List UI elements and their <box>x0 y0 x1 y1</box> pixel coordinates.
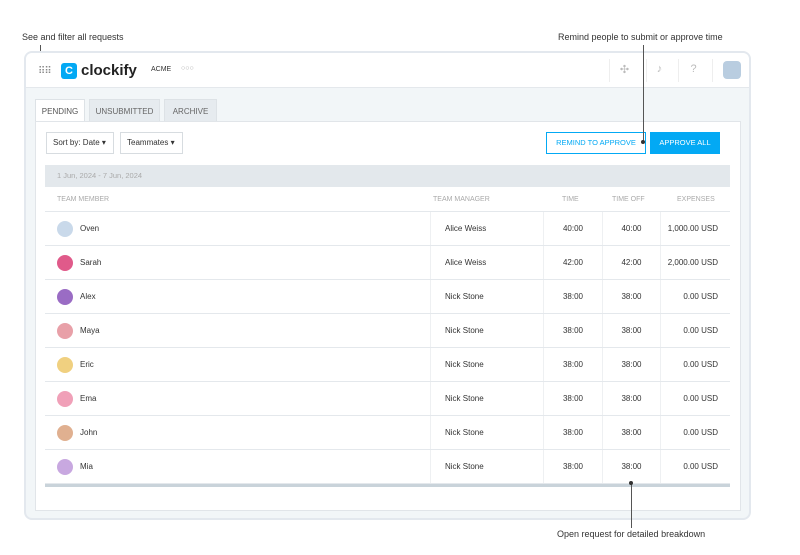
col-expenses: EXPENSES <box>677 195 715 203</box>
table-row[interactable]: Alex Nick Stone 38:00 38:00 0.00 USD <box>45 280 730 314</box>
time-off-cell: 38:00 <box>602 416 660 449</box>
more-icon[interactable]: ○○○ <box>181 65 194 72</box>
manager-cell: Alice Weiss <box>430 246 543 279</box>
bell-icon[interactable]: ♪ <box>656 63 663 75</box>
member-avatar <box>57 288 73 305</box>
teammates-dropdown[interactable]: Teammates ▾ <box>120 132 183 154</box>
expenses-cell: 0.00 USD <box>660 280 730 313</box>
expenses-cell: 0.00 USD <box>660 382 730 415</box>
member-avatar <box>57 390 73 407</box>
col-team-manager: TEAM MANAGER <box>433 195 490 203</box>
time-off-cell: 42:00 <box>602 246 660 279</box>
time-off-cell: 38:00 <box>602 450 660 483</box>
teammates-label: Teammates <box>127 138 169 147</box>
remind-to-approve-button[interactable]: REMIND TO APPROVE <box>546 132 646 154</box>
time-cell: 38:00 <box>543 280 602 313</box>
tab-unsubmitted[interactable]: UNSUBMITTED <box>89 99 160 122</box>
requests-panel: Sort by: Date ▾ Teammates ▾ REMIND TO AP… <box>35 121 741 511</box>
time-cell: 40:00 <box>543 212 602 245</box>
time-cell: 38:00 <box>543 314 602 347</box>
manager-cell: Nick Stone <box>430 314 543 347</box>
member-avatar <box>57 356 73 373</box>
col-time-off: TIME OFF <box>612 195 645 203</box>
table-row[interactable]: Maya Nick Stone 38:00 38:00 0.00 USD <box>45 314 730 348</box>
annotation-dot <box>629 481 633 485</box>
member-name: Eric <box>80 360 94 369</box>
member-name: Maya <box>80 326 100 335</box>
logo-text: clockify <box>81 62 137 79</box>
time-off-cell: 40:00 <box>602 212 660 245</box>
help-icon[interactable]: ? <box>690 63 697 75</box>
col-time: TIME <box>562 195 579 203</box>
expenses-cell: 0.00 USD <box>660 314 730 347</box>
annotation-line <box>631 483 632 528</box>
table-row[interactable]: Sarah Alice Weiss 42:00 42:00 2,000.00 U… <box>45 246 730 280</box>
manager-cell: Nick Stone <box>430 280 543 313</box>
approve-all-button[interactable]: APPROVE ALL <box>650 132 720 154</box>
member-name: Ema <box>80 394 97 403</box>
date-range: 1 Jun, 2024 - 7 Jun, 2024 <box>45 165 730 187</box>
expenses-cell: 1,000.00 USD <box>660 212 730 245</box>
requests-table: 1 Jun, 2024 - 7 Jun, 2024 TEAM MEMBER TE… <box>45 165 730 487</box>
member-avatar <box>57 220 73 237</box>
table-row[interactable]: Mia Nick Stone 38:00 38:00 0.00 USD <box>45 450 730 484</box>
expenses-cell: 0.00 USD <box>660 450 730 483</box>
table-row[interactable]: Ema Nick Stone 38:00 38:00 0.00 USD <box>45 382 730 416</box>
time-cell: 38:00 <box>543 450 602 483</box>
table-bottom-bar <box>45 484 730 487</box>
time-off-cell: 38:00 <box>602 280 660 313</box>
expenses-cell: 0.00 USD <box>660 416 730 449</box>
time-off-cell: 38:00 <box>602 348 660 381</box>
manager-cell: Alice Weiss <box>430 212 543 245</box>
annotation-remind: Remind people to submit or approve time <box>558 32 723 42</box>
time-cell: 38:00 <box>543 382 602 415</box>
manager-cell: Nick Stone <box>430 348 543 381</box>
annotation-filter: See and filter all requests <box>22 32 124 42</box>
member-name: John <box>80 428 98 437</box>
manager-cell: Nick Stone <box>430 382 543 415</box>
annotation-dot <box>641 140 645 144</box>
table-row[interactable]: Eric Nick Stone 38:00 38:00 0.00 USD <box>45 348 730 382</box>
expenses-cell: 2,000.00 USD <box>660 246 730 279</box>
table-row[interactable]: John Nick Stone 38:00 38:00 0.00 USD <box>45 416 730 450</box>
sort-label: Sort by: Date <box>53 138 100 147</box>
member-name: Alex <box>80 292 96 301</box>
tab-archive[interactable]: ARCHIVE <box>164 99 217 122</box>
member-avatar <box>57 254 73 271</box>
table-row[interactable]: Oven Alice Weiss 40:00 40:00 1,000.00 US… <box>45 212 730 246</box>
annotation-open: Open request for detailed breakdown <box>557 529 706 539</box>
expenses-cell: 0.00 USD <box>660 348 730 381</box>
time-cell: 42:00 <box>543 246 602 279</box>
member-avatar <box>57 322 73 339</box>
member-name: Mia <box>80 462 93 471</box>
user-avatar[interactable] <box>723 61 741 79</box>
manager-cell: Nick Stone <box>430 416 543 449</box>
apps-grid-icon[interactable]: ⠿⠿ <box>38 66 52 77</box>
annotation-line <box>643 45 644 142</box>
time-cell: 38:00 <box>543 348 602 381</box>
manager-cell: Nick Stone <box>430 450 543 483</box>
member-avatar <box>57 424 73 441</box>
tab-pending[interactable]: PENDING <box>35 99 85 123</box>
clockify-logo-icon: C <box>61 62 77 79</box>
time-cell: 38:00 <box>543 416 602 449</box>
time-off-cell: 38:00 <box>602 314 660 347</box>
sort-dropdown[interactable]: Sort by: Date ▾ <box>46 132 114 154</box>
puzzle-icon[interactable]: ✣ <box>619 64 630 76</box>
workspace-name[interactable]: ACME <box>151 66 172 73</box>
member-name: Oven <box>80 224 100 233</box>
member-name: Sarah <box>80 258 102 267</box>
col-team-member: TEAM MEMBER <box>57 195 110 203</box>
member-avatar <box>57 458 73 475</box>
time-off-cell: 38:00 <box>602 382 660 415</box>
table-header: TEAM MEMBER TEAM MANAGER TIME TIME OFF E… <box>45 187 730 212</box>
